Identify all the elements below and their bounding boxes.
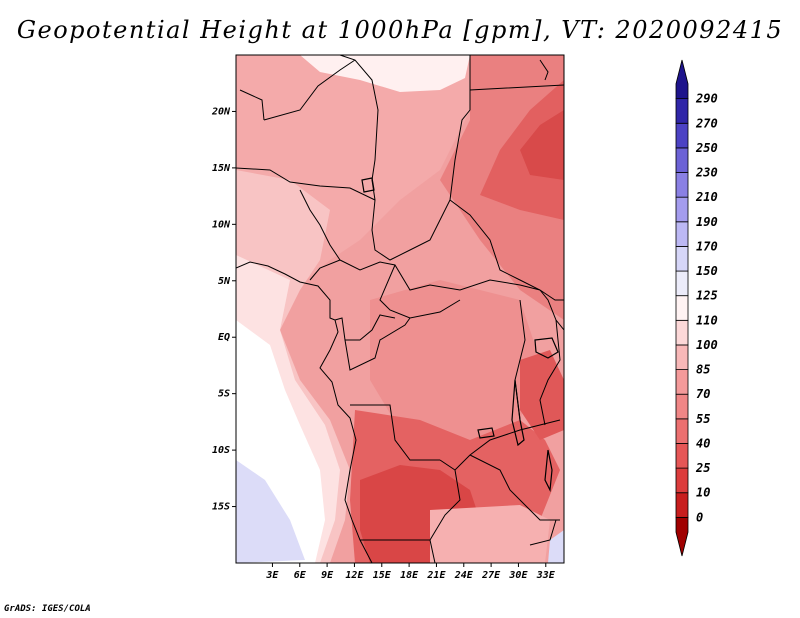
colorbar-label: 25 (695, 461, 710, 475)
colorbar-label: 0 (696, 510, 703, 524)
x-axis: 3E 6E 9E 12E 15E 18E 21E 24E 27E 30E 33E (265, 563, 556, 581)
x-tick-label: 18E (400, 570, 419, 581)
colorbar-label: 250 (695, 141, 718, 155)
colorbar-label: 85 (696, 363, 710, 377)
y-axis: 20N 15N 10N 5N EQ 5S 10S 15S (211, 106, 236, 513)
colorbar-label: 150 (696, 264, 718, 278)
y-tick-label: 10N (212, 219, 231, 230)
field-drc (370, 280, 540, 450)
x-tick-label: 3E (265, 570, 279, 581)
y-tick-label: 10S (212, 445, 230, 456)
colorbar-segment (675, 443, 689, 469)
lake-kariba (477, 427, 495, 439)
border-4 (469, 84, 564, 110)
x-tick-label: 30E (508, 570, 528, 581)
colorbar-segment (675, 172, 689, 198)
x-tick-label: 15E (373, 570, 392, 581)
colorbar-segment (675, 147, 689, 173)
map-field (236, 55, 564, 563)
colorbar-segment (675, 122, 689, 149)
field-sudan-deep (520, 110, 564, 180)
colorbar-label: 125 (696, 289, 718, 303)
field-lavender-se (548, 530, 564, 563)
field-north-white (300, 55, 470, 92)
x-tick-label: 27E (481, 570, 501, 581)
border-7 (299, 189, 341, 281)
colorbar-segment (675, 369, 689, 395)
colorbar-label: 40 (696, 436, 710, 450)
border-12 (344, 317, 411, 371)
colorbar-segment (675, 418, 689, 444)
lake-chad (361, 177, 375, 193)
colorbar-label: 55 (696, 412, 710, 426)
border-8 (339, 259, 541, 291)
grads-credit: GrADS: IGES/COLA (4, 604, 91, 614)
chart-title: Geopotential Height at 1000hPa [gpm], VT… (16, 16, 784, 44)
border-13 (350, 404, 440, 461)
x-tick-label: 24E (454, 570, 474, 581)
border-1 (236, 167, 376, 201)
west-africa-coastline (236, 261, 373, 563)
colorbar-segment (675, 246, 689, 272)
x-tick-label: 6E (294, 570, 307, 581)
colorbar-segment (675, 270, 689, 297)
x-tick-label: 12E (345, 570, 364, 581)
colorbar-label: 10 (696, 486, 710, 500)
border-22 (539, 59, 549, 81)
border-5 (263, 59, 356, 121)
lakes (361, 177, 559, 493)
colorbar-segment (675, 467, 689, 494)
border-16 (429, 469, 461, 541)
colorbar-label: 290 (695, 92, 718, 106)
lake-malawi (544, 449, 553, 493)
colorbar-label: 170 (696, 239, 718, 253)
border-6 (239, 89, 265, 121)
lake-victoria (534, 337, 559, 359)
border-3 (371, 55, 471, 261)
x-tick-label: 21E (426, 570, 446, 581)
colorbar-label: 100 (696, 338, 718, 352)
colorbar-segment (675, 196, 689, 223)
y-tick-label: 5N (218, 276, 231, 287)
border-9 (449, 199, 564, 301)
colorbar-segment (675, 98, 689, 124)
field-ocean-lavender-sw (236, 460, 305, 563)
colorbar-label: 110 (696, 313, 718, 327)
country-borders (236, 55, 564, 563)
colorbar-segment (675, 393, 689, 420)
colorbar-label: 230 (695, 166, 718, 180)
y-tick-label: 15S (212, 502, 230, 513)
colorbar-label: 210 (695, 190, 718, 204)
x-tick-label: 33E (536, 570, 556, 581)
y-tick-label: 5S (218, 389, 230, 400)
colorbar-label: 270 (695, 116, 718, 130)
colorbar: 0 10 25 40 55 70 85 100 110 125 150 170 190 210 230 250… (675, 59, 718, 557)
colorbar-segment (675, 344, 689, 370)
y-tick-label: 20N (211, 106, 231, 117)
colorbar-segment (675, 221, 689, 247)
border-20 (539, 319, 561, 426)
field-south-pale (430, 505, 550, 563)
y-tick-label: 15N (212, 163, 231, 174)
colorbar-segment (675, 516, 689, 557)
border-19 (539, 289, 564, 331)
border-17 (469, 454, 560, 521)
border-11 (334, 314, 396, 341)
colorbar-label: 70 (696, 387, 710, 401)
y-tick-label: EQ (218, 332, 230, 343)
map-frame (235, 54, 565, 564)
border-21 (529, 519, 557, 546)
colorbar-segment (675, 319, 689, 346)
colorbar-label: 190 (696, 215, 718, 229)
colorbar-segment (675, 295, 689, 321)
colorbar-segment (675, 59, 689, 100)
x-tick-label: 9E (321, 570, 334, 581)
lake-tanganyika (511, 379, 525, 447)
border-10 (379, 264, 461, 319)
colorbar-segment (675, 492, 689, 518)
